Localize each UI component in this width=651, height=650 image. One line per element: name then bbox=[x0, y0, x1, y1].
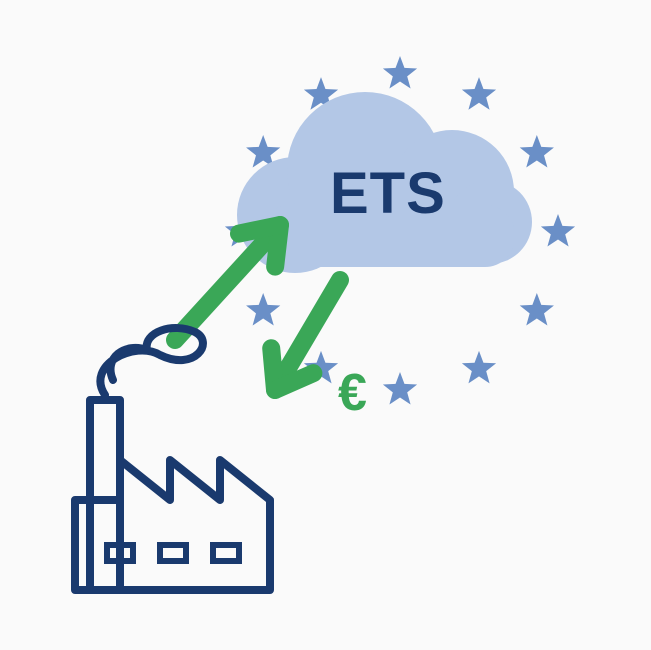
ets-infographic: ETS € bbox=[0, 0, 651, 650]
factory-icon bbox=[0, 0, 651, 650]
